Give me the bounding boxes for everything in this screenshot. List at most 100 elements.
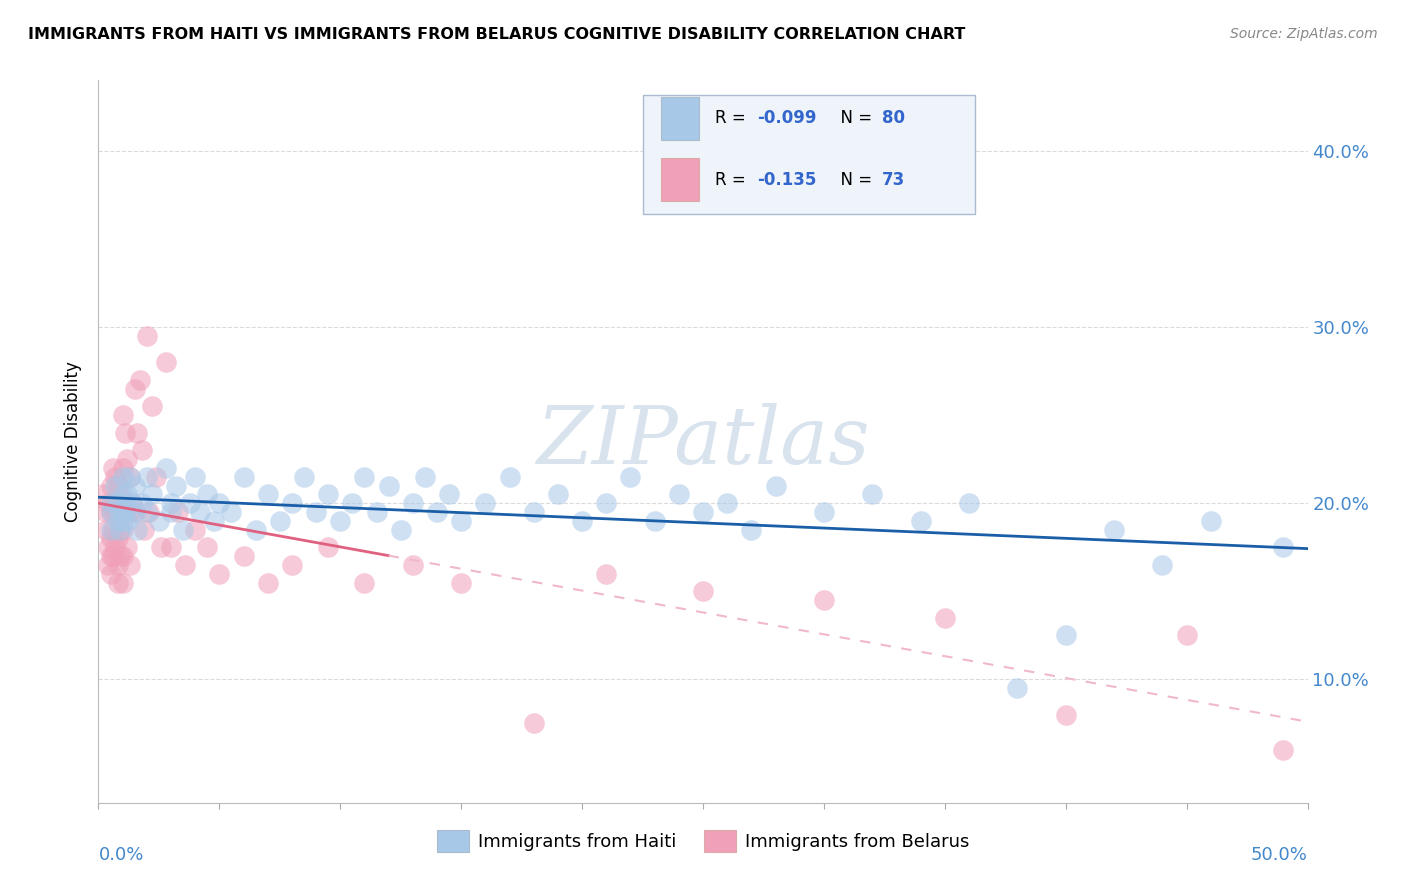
Point bbox=[692, 584, 714, 599]
Point bbox=[150, 541, 173, 555]
Point bbox=[107, 575, 129, 590]
Point bbox=[342, 496, 364, 510]
Point bbox=[124, 478, 146, 492]
Point bbox=[716, 496, 738, 510]
Point bbox=[232, 470, 254, 484]
Point bbox=[94, 505, 117, 519]
Point bbox=[141, 399, 163, 413]
Point bbox=[111, 575, 134, 590]
Text: ZIPatlas: ZIPatlas bbox=[536, 403, 870, 480]
Point bbox=[108, 549, 131, 563]
Text: -0.135: -0.135 bbox=[758, 170, 817, 188]
Point bbox=[145, 470, 167, 484]
Point bbox=[100, 566, 122, 581]
Point bbox=[179, 496, 201, 510]
Point bbox=[668, 487, 690, 501]
Point bbox=[256, 487, 278, 501]
Point bbox=[547, 487, 569, 501]
Point bbox=[131, 443, 153, 458]
Point bbox=[269, 514, 291, 528]
Point bbox=[160, 505, 183, 519]
Point bbox=[281, 496, 304, 510]
Point bbox=[1272, 743, 1295, 757]
Point bbox=[208, 566, 231, 581]
FancyBboxPatch shape bbox=[661, 97, 699, 139]
Point bbox=[692, 505, 714, 519]
Point bbox=[1054, 628, 1077, 642]
Point bbox=[124, 505, 146, 519]
Text: 50.0%: 50.0% bbox=[1251, 847, 1308, 864]
FancyBboxPatch shape bbox=[661, 158, 699, 201]
Point bbox=[100, 505, 122, 519]
Point bbox=[135, 328, 157, 343]
Point bbox=[740, 523, 762, 537]
Point bbox=[100, 496, 122, 510]
Point bbox=[111, 408, 134, 422]
Point bbox=[316, 541, 339, 555]
Point bbox=[100, 523, 122, 537]
Point bbox=[595, 566, 617, 581]
Point bbox=[595, 496, 617, 510]
Point bbox=[107, 558, 129, 572]
Point bbox=[160, 496, 183, 510]
Point bbox=[118, 505, 141, 519]
Point bbox=[111, 461, 134, 475]
Point bbox=[1199, 514, 1222, 528]
Point bbox=[104, 478, 127, 492]
FancyBboxPatch shape bbox=[643, 95, 976, 214]
Point bbox=[329, 514, 352, 528]
Text: Source: ZipAtlas.com: Source: ZipAtlas.com bbox=[1230, 27, 1378, 41]
Point bbox=[100, 478, 122, 492]
Point bbox=[121, 496, 143, 510]
Text: 0.0%: 0.0% bbox=[98, 847, 143, 864]
Point bbox=[108, 487, 131, 501]
Point bbox=[402, 558, 425, 572]
Point bbox=[114, 496, 136, 510]
Point bbox=[450, 514, 472, 528]
Point bbox=[127, 425, 149, 440]
Point bbox=[114, 425, 136, 440]
Point bbox=[104, 541, 127, 555]
Point bbox=[184, 523, 207, 537]
Text: N =: N = bbox=[830, 109, 877, 128]
Point bbox=[117, 514, 139, 528]
Point bbox=[813, 505, 835, 519]
Point bbox=[117, 541, 139, 555]
Point bbox=[134, 523, 156, 537]
Point bbox=[118, 470, 141, 484]
Point bbox=[107, 514, 129, 528]
Point bbox=[160, 541, 183, 555]
Point bbox=[124, 382, 146, 396]
Point bbox=[94, 523, 117, 537]
Point bbox=[305, 505, 328, 519]
Point bbox=[118, 558, 141, 572]
Point bbox=[450, 575, 472, 590]
Y-axis label: Cognitive Disability: Cognitive Disability bbox=[65, 361, 83, 522]
Point bbox=[221, 505, 243, 519]
Point bbox=[208, 496, 231, 510]
Point bbox=[437, 487, 460, 501]
Point bbox=[1272, 541, 1295, 555]
Point bbox=[97, 496, 120, 510]
Point bbox=[111, 523, 134, 537]
Point bbox=[155, 461, 177, 475]
Point bbox=[127, 523, 149, 537]
Text: 80: 80 bbox=[882, 109, 905, 128]
Point bbox=[124, 505, 146, 519]
Text: R =: R = bbox=[716, 109, 751, 128]
Point bbox=[353, 470, 375, 484]
Point bbox=[377, 478, 399, 492]
Point bbox=[353, 575, 375, 590]
Point bbox=[644, 514, 666, 528]
Point bbox=[104, 470, 127, 484]
Point bbox=[292, 470, 315, 484]
Point bbox=[104, 505, 127, 519]
Point bbox=[111, 549, 134, 563]
Point bbox=[619, 470, 641, 484]
Point bbox=[957, 496, 980, 510]
Point bbox=[167, 505, 190, 519]
Point bbox=[910, 514, 932, 528]
Point bbox=[195, 487, 218, 501]
Point bbox=[97, 558, 120, 572]
Point bbox=[174, 558, 197, 572]
